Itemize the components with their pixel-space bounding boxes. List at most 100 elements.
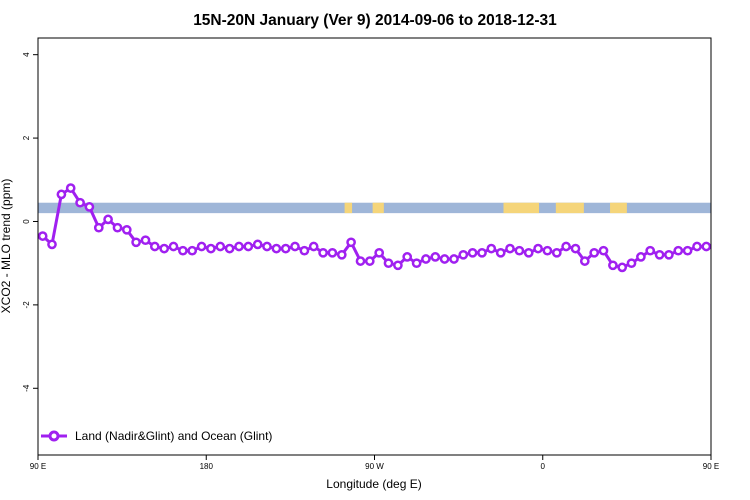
- data-point: [112, 222, 123, 233]
- data-point: [290, 241, 300, 252]
- data-point: [65, 183, 76, 193]
- data-point: [495, 247, 506, 258]
- series-line: [41, 186, 707, 269]
- data-point: [103, 214, 113, 225]
- data-point: [449, 254, 459, 264]
- data-point: [467, 247, 478, 258]
- data-point: [262, 241, 272, 252]
- plot-frame: [37, 37, 712, 456]
- data-point: [664, 249, 674, 260]
- data-point: [402, 252, 413, 262]
- data-point: [636, 252, 646, 262]
- legend-marker: [48, 430, 60, 442]
- data-point: [514, 245, 525, 256]
- y-axis-label: XCO2 - MLO trend (ppm): [0, 179, 13, 314]
- data-point: [523, 247, 534, 258]
- data-point: [505, 243, 515, 254]
- data-point: [692, 241, 702, 252]
- x-tick-label: 0: [541, 462, 546, 471]
- data-point: [37, 231, 48, 241]
- data-point: [355, 256, 366, 266]
- data-point: [47, 239, 57, 250]
- data-point: [411, 258, 422, 269]
- data-point: [364, 256, 375, 266]
- data-point: [533, 243, 543, 254]
- data-point: [243, 241, 254, 252]
- data-point: [234, 241, 244, 252]
- data-point: [206, 243, 216, 254]
- data-point: [682, 245, 693, 256]
- data-point: [430, 252, 441, 262]
- data-point: [56, 189, 67, 200]
- data-point: [486, 243, 497, 254]
- data-point: [75, 197, 85, 208]
- y-axis: -4 -2 0 2 4: [22, 52, 38, 392]
- data-point: [149, 241, 160, 252]
- data-point: [654, 249, 665, 260]
- data-point: [271, 243, 282, 254]
- data-point: [346, 237, 356, 248]
- x-tick-label: 90 E: [703, 462, 719, 471]
- land-ocean-strip: [38, 202, 711, 214]
- data-point: [383, 258, 394, 269]
- data-point: [159, 243, 170, 254]
- x-axis: 90 E 180 90 W 0 90 E: [30, 455, 719, 471]
- x-axis-label: Longitude (deg E): [326, 477, 421, 491]
- land-segment: [503, 202, 540, 214]
- data-point: [542, 245, 553, 256]
- data-point: [224, 243, 235, 254]
- data-point: [374, 247, 385, 258]
- data-point: [701, 241, 712, 252]
- data-point: [121, 224, 132, 235]
- data-point: [393, 260, 403, 271]
- data-point: [561, 241, 571, 252]
- data-point: [318, 247, 328, 258]
- land-segment: [555, 202, 584, 214]
- y-tick-label: 0: [22, 219, 31, 224]
- y-tick-label: 2: [22, 135, 31, 140]
- x-tick-label: 90 E: [30, 462, 46, 471]
- data-point: [178, 245, 188, 256]
- data-point: [168, 241, 179, 252]
- x-tick-label: 180: [200, 462, 214, 471]
- data-point: [645, 245, 656, 256]
- data-point: [280, 243, 291, 254]
- data-point: [84, 202, 95, 212]
- legend: Land (Nadir&Glint) and Ocean (Glint): [41, 429, 272, 443]
- data-point: [187, 245, 198, 256]
- land-segment: [344, 202, 353, 214]
- data-point: [421, 254, 431, 264]
- data-point: [617, 262, 628, 273]
- chart-title: 15N-20N January (Ver 9) 2014-09-06 to 20…: [193, 12, 557, 29]
- data-point: [439, 254, 450, 264]
- data-point: [327, 247, 338, 258]
- data-point: [196, 241, 207, 252]
- data-point: [477, 247, 487, 258]
- data-point: [673, 245, 684, 256]
- data-point: [589, 247, 600, 258]
- legend-label: Land (Nadir&Glint) and Ocean (Glint): [75, 429, 272, 443]
- y-tick-label: -2: [22, 301, 31, 309]
- data-point: [336, 249, 347, 260]
- y-tick-label: -4: [22, 384, 31, 392]
- data-point: [252, 239, 263, 250]
- data-point: [299, 245, 310, 256]
- series-layer: [37, 183, 712, 273]
- y-tick-label: 4: [22, 52, 31, 57]
- x-tick-label: 90 W: [365, 462, 384, 471]
- land-segment: [610, 202, 627, 214]
- data-point: [215, 241, 226, 252]
- data-point: [551, 247, 562, 258]
- data-point: [140, 235, 151, 246]
- data-point: [608, 260, 618, 271]
- data-point: [458, 249, 469, 260]
- data-point: [131, 237, 141, 248]
- data-point: [93, 222, 104, 233]
- data-point: [579, 256, 590, 266]
- data-point: [308, 241, 319, 252]
- data-point: [626, 258, 637, 269]
- data-point: [598, 245, 609, 256]
- land-segment: [372, 202, 384, 214]
- data-point: [570, 243, 581, 254]
